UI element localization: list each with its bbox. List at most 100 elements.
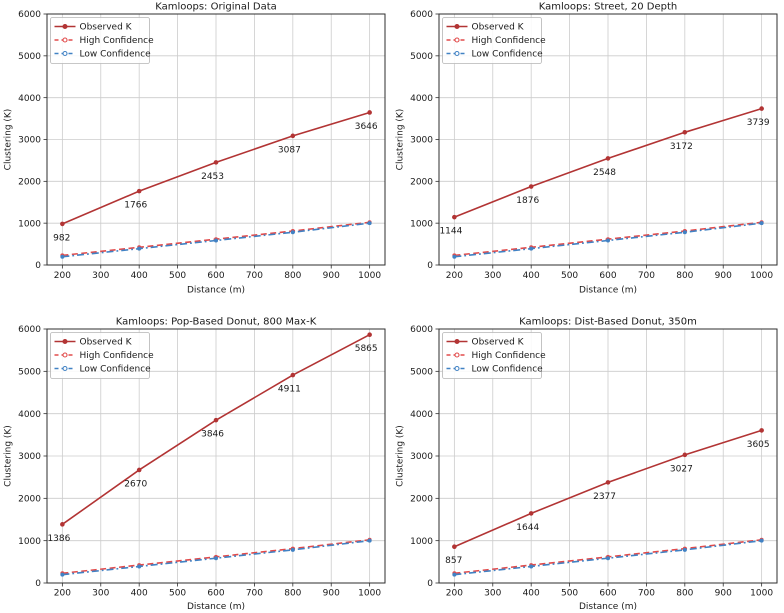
y-tick-label: 6000 — [18, 10, 41, 20]
data-point-marker — [367, 332, 372, 338]
y-tick-label: 4000 — [410, 94, 433, 104]
legend-box — [442, 332, 542, 379]
y-tick-label: 2000 — [410, 495, 433, 505]
x-tick-label: 600 — [599, 271, 616, 281]
subplot-title: Kamloops: Pop-Based Donut, 800 Max-K — [116, 317, 317, 328]
data-point-marker — [60, 522, 65, 527]
y-axis-label: Clustering (K) — [4, 425, 14, 487]
point-value-label: 5865 — [355, 344, 378, 354]
y-axis-label: Clustering (K) — [396, 109, 406, 171]
point-value-label: 2548 — [593, 168, 616, 178]
x-tick-label: 900 — [323, 271, 340, 281]
series-observed-k: 1386 2670 3846 4911 5865 — [47, 332, 378, 544]
y-tick-label: 0 — [35, 261, 41, 271]
data-point-marker — [452, 214, 457, 220]
y-tick-label: 4000 — [18, 410, 41, 420]
legend: Observed K High Confidence Low Confidence — [50, 17, 155, 64]
data-point-marker — [759, 538, 764, 543]
x-tick-label: 1000 — [358, 271, 381, 281]
data-point-marker — [452, 544, 457, 550]
subplot-street-20-depth: 200 300 400 500 600 700 800 900 1000 0 1000 2000 300… — [396, 2, 778, 296]
x-tick-label: 800 — [284, 271, 301, 281]
data-point-marker — [60, 572, 65, 577]
point-value-label: 1144 — [439, 227, 462, 237]
x-tick-label: 300 — [484, 589, 501, 599]
data-point-marker — [213, 160, 219, 165]
data-point-marker — [759, 428, 764, 433]
x-axis-label: Distance (m) — [579, 602, 637, 612]
point-value-label: 1876 — [516, 196, 539, 206]
y-tick-label: 3000 — [410, 452, 433, 462]
point-value-label: 3739 — [747, 118, 770, 128]
data-point-marker — [290, 230, 295, 235]
y-tick-label: 1000 — [410, 219, 433, 229]
data-point-marker — [367, 538, 372, 543]
data-point-marker — [682, 230, 687, 235]
point-value-label: 2453 — [201, 172, 224, 182]
legend-label: High Confidence — [472, 351, 547, 361]
series-observed-k: 982 1766 2453 3087 3646 — [53, 110, 378, 243]
x-tick-label: 700 — [638, 271, 655, 281]
legend-label: Observed K — [80, 338, 133, 348]
x-axis-label: Distance (m) — [579, 286, 637, 296]
data-point-marker — [759, 106, 764, 111]
legend-label: High Confidence — [472, 36, 547, 46]
y-tick-label: 5000 — [410, 52, 433, 62]
data-point-marker — [214, 556, 218, 561]
legend-marker — [62, 23, 68, 30]
point-value-label: 982 — [53, 233, 70, 243]
legend-box — [50, 332, 150, 379]
y-tick-label: 0 — [427, 261, 433, 271]
x-tick-label: 800 — [676, 271, 693, 281]
legend-marker — [62, 365, 68, 372]
series-low-confidence — [60, 221, 372, 259]
x-tick-label: 200 — [446, 271, 463, 281]
x-tick-label: 500 — [561, 271, 578, 281]
series-low-confidence — [60, 538, 372, 577]
y-axis-label: Clustering (K) — [396, 425, 406, 487]
series-low-confidence — [452, 538, 764, 577]
point-value-label: 2670 — [124, 479, 147, 489]
y-tick-label: 5000 — [410, 368, 433, 378]
point-value-label: 1766 — [124, 201, 147, 211]
legend-label: High Confidence — [80, 351, 155, 361]
legend-marker — [454, 352, 460, 358]
data-point-marker — [452, 572, 457, 577]
y-tick-label: 1000 — [18, 219, 41, 229]
data-point-marker — [606, 556, 610, 561]
y-tick-label: 6000 — [410, 10, 433, 20]
legend-label: Low Confidence — [80, 365, 152, 375]
x-tick-label: 400 — [131, 589, 148, 599]
y-tick-label: 2000 — [410, 178, 433, 188]
data-point-marker — [606, 238, 610, 243]
legend-marker — [62, 37, 68, 43]
data-point-marker — [137, 564, 142, 569]
x-tick-label: 400 — [523, 589, 540, 599]
legend-label: Observed K — [472, 338, 525, 348]
subplot-title: Kamloops: Street, 20 Depth — [539, 2, 677, 13]
data-point-marker — [367, 110, 372, 115]
point-value-label: 4911 — [278, 385, 301, 395]
point-value-label: 2377 — [593, 492, 616, 502]
x-tick-label: 300 — [92, 589, 109, 599]
data-point-marker — [529, 246, 534, 251]
x-tick-label: 900 — [715, 589, 732, 599]
x-tick-label: 500 — [561, 589, 578, 599]
data-point-marker — [213, 417, 219, 423]
x-tick-label: 600 — [207, 589, 224, 599]
legend-label: Low Confidence — [472, 365, 544, 375]
legend: Observed K High Confidence Low Confidence — [442, 332, 547, 379]
x-tick-label: 200 — [446, 589, 463, 599]
x-tick-label: 500 — [169, 589, 186, 599]
point-value-label: 1644 — [516, 523, 539, 533]
y-tick-label: 4000 — [18, 94, 41, 104]
subplot-title: Kamloops: Dist-Based Donut, 350m — [519, 317, 697, 328]
x-tick-label: 700 — [246, 271, 263, 281]
point-value-label: 3846 — [201, 430, 224, 440]
series-low-confidence — [452, 221, 764, 259]
legend-label: High Confidence — [80, 36, 155, 46]
data-point-marker — [682, 452, 688, 458]
x-tick-label: 200 — [54, 589, 71, 599]
axis-tick-labels: 200 300 400 500 600 700 800 900 1000 0 1000 2000 300… — [410, 10, 773, 281]
